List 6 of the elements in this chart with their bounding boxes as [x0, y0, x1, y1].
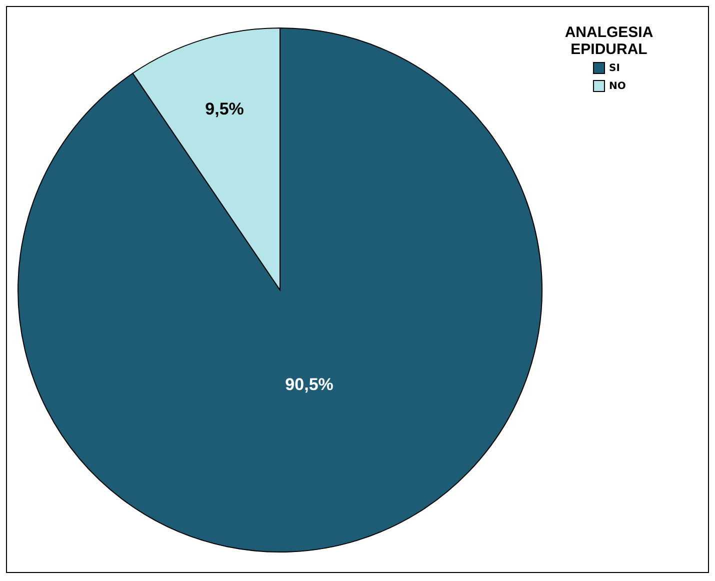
legend-title: ANALGESIA EPIDURAL: [564, 24, 654, 58]
legend-label: SI: [609, 63, 620, 74]
legend-label: NO: [609, 81, 626, 92]
data-label: 9,5%: [205, 100, 244, 119]
pie-slice: [18, 28, 542, 552]
data-label: 90,5%: [285, 375, 334, 394]
